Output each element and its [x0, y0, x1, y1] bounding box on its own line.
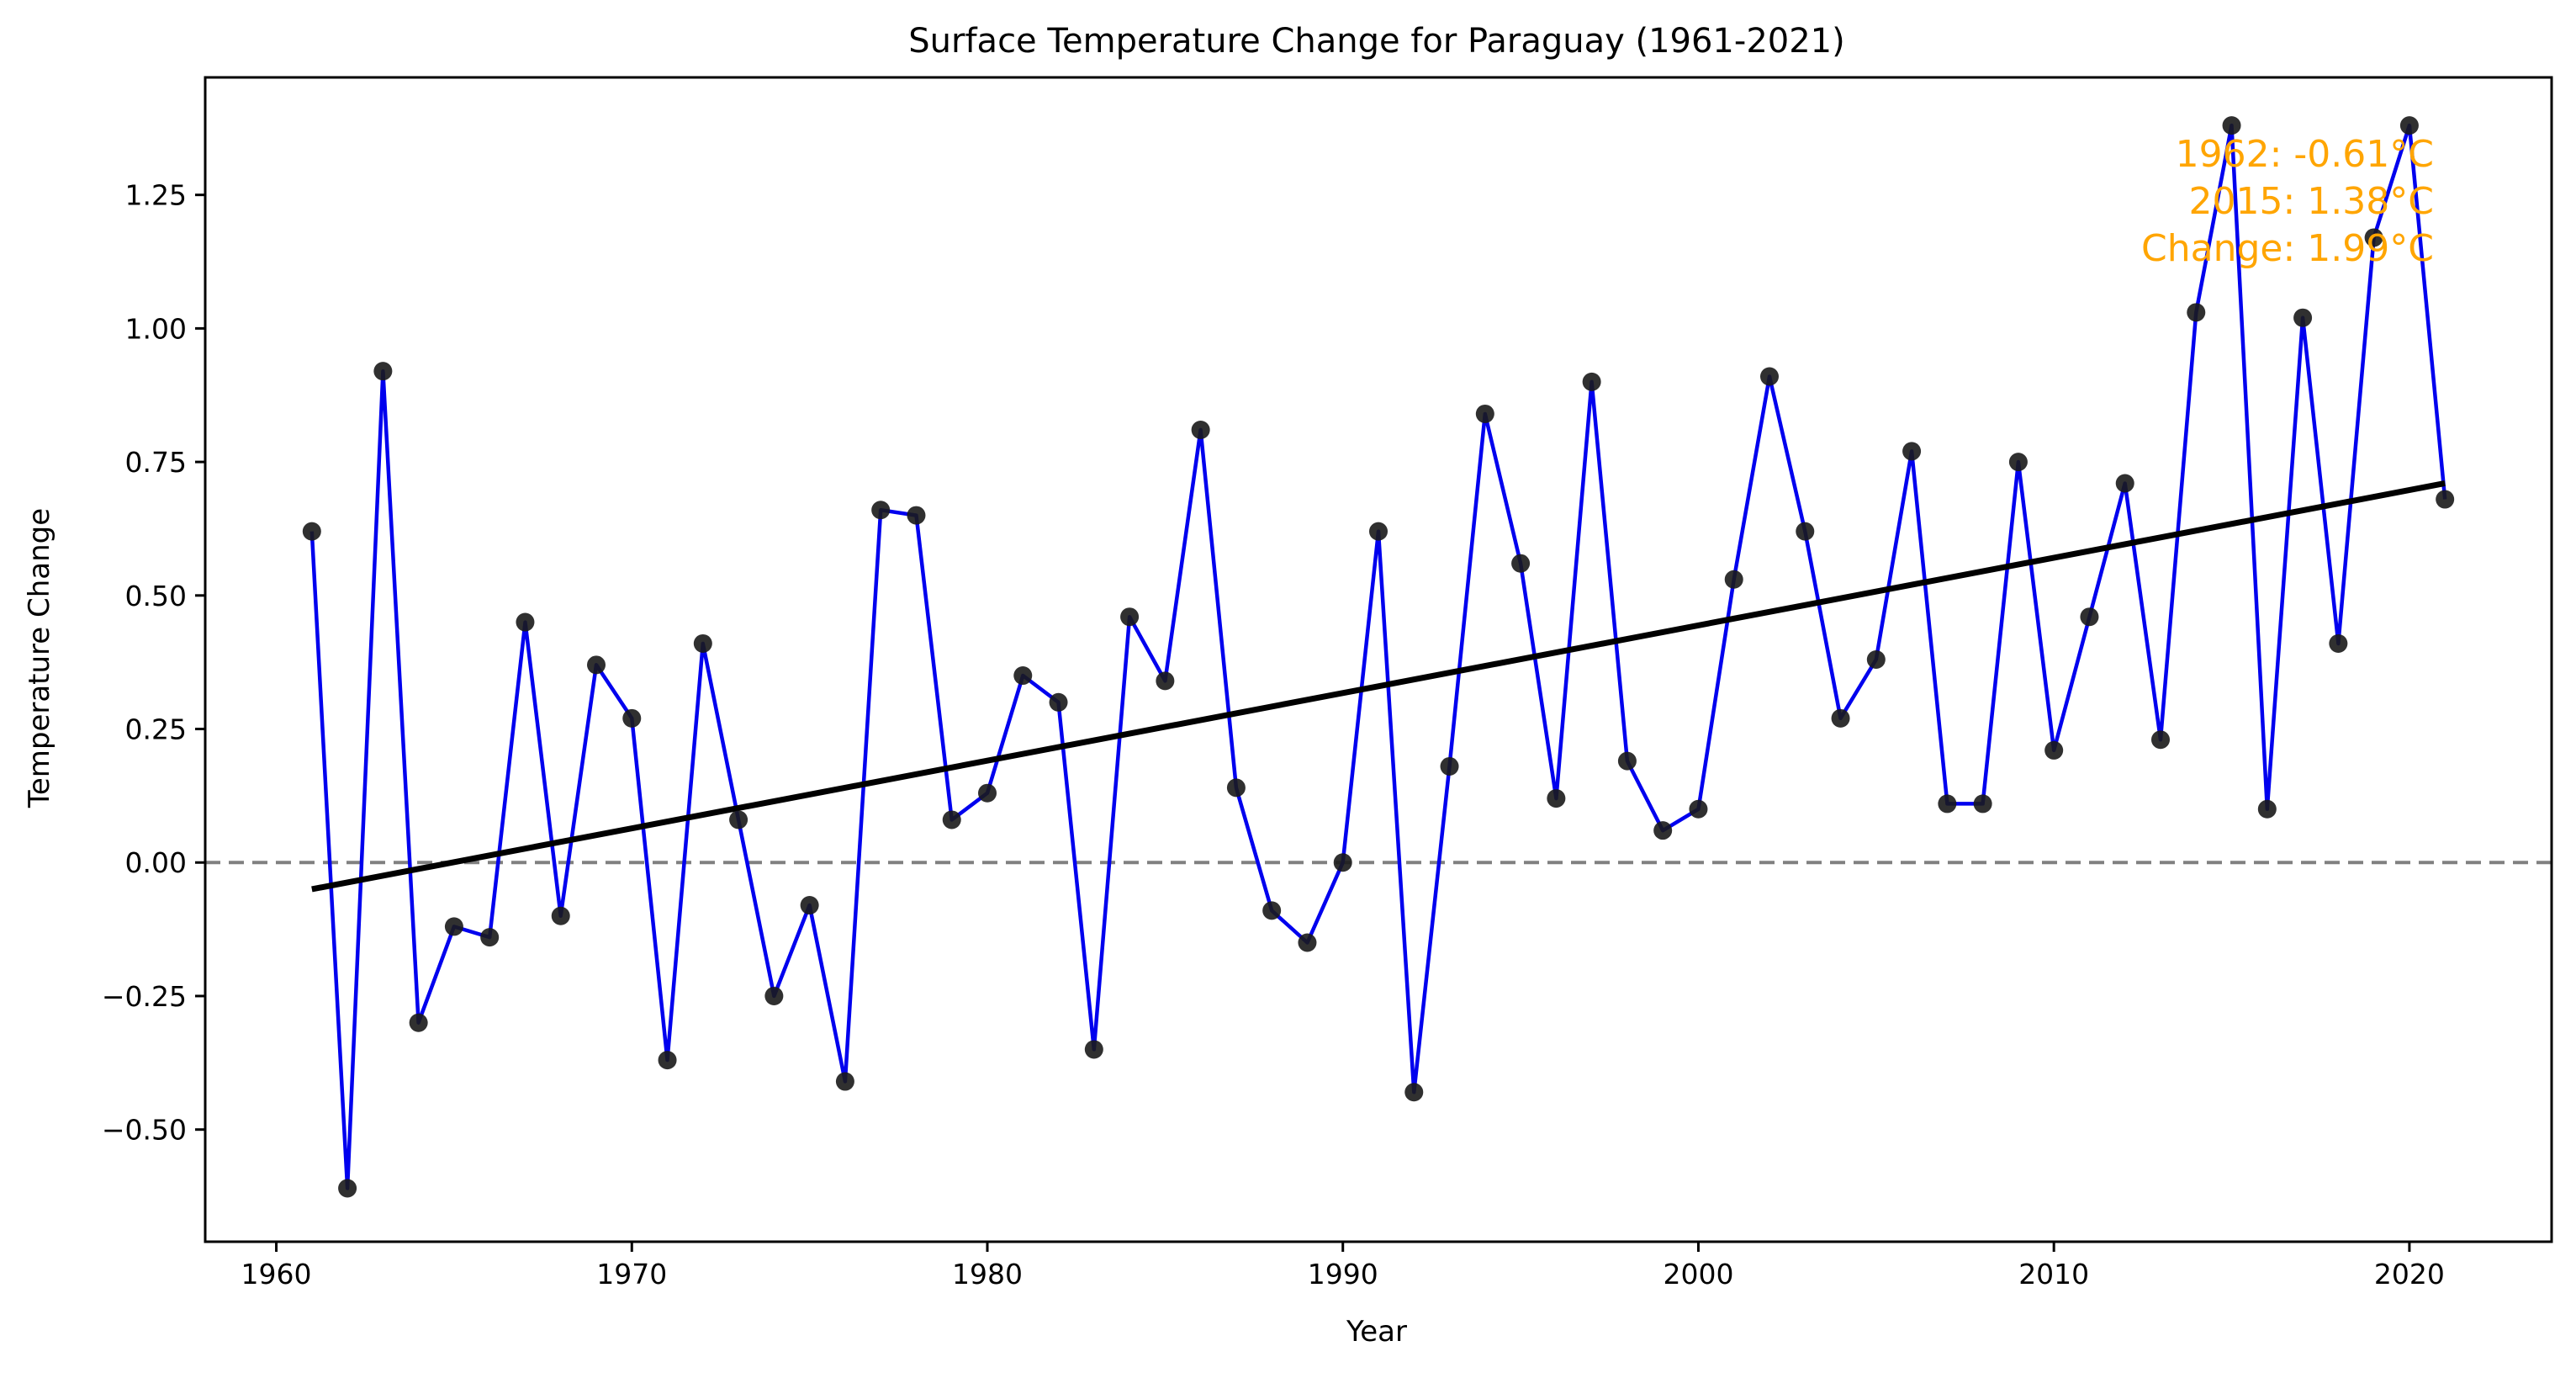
data-point [373, 362, 393, 381]
data-point [693, 633, 712, 653]
data-point [2008, 453, 2028, 472]
data-point [551, 906, 570, 925]
data-point [764, 986, 784, 1005]
y-tick-label: 0.00 [125, 846, 187, 879]
x-tick-label: 2020 [2374, 1258, 2445, 1291]
data-point [835, 1072, 854, 1091]
data-point [1440, 756, 1459, 776]
data-point [409, 1013, 428, 1032]
data-point [800, 896, 819, 915]
data-point [480, 928, 500, 947]
data-point [302, 522, 321, 541]
data-point [2080, 607, 2099, 627]
y-axis-label: Temperature Change [23, 508, 56, 808]
plot-area: 1960 1970 1980 1990 2000 2010 2020 −0.50 −0.25 0.… [102, 76, 2553, 1291]
data-point [1902, 442, 1922, 461]
data-point [2115, 474, 2134, 493]
data-point [2222, 116, 2241, 135]
data-point [1938, 794, 1957, 814]
annotation-line: 2015: 1.38°C [2189, 180, 2434, 223]
data-point [2151, 730, 2170, 750]
x-tick-label: 1960 [241, 1258, 312, 1291]
data-point [1333, 853, 1352, 872]
x-tick-label: 1990 [1308, 1258, 1378, 1291]
data-point [1653, 821, 1673, 840]
data-point [2187, 303, 2206, 322]
annotation-line: Change: 1.99°C [2141, 227, 2434, 270]
y-tick-label: 0.25 [125, 713, 187, 746]
y-tick-label: 1.00 [125, 312, 187, 345]
x-tick-label: 1980 [952, 1258, 1023, 1291]
data-point [622, 708, 642, 728]
data-point [2257, 799, 2277, 819]
data-point [1973, 794, 1992, 814]
data-point [942, 810, 961, 829]
data-point [2364, 228, 2383, 247]
data-point [2399, 116, 2419, 135]
plot-frame [204, 76, 2553, 1243]
y-tick-label: 0.75 [125, 446, 187, 479]
data-point [1689, 799, 1708, 819]
data-point [1369, 522, 1388, 541]
data-point [1724, 570, 1743, 589]
data-point [729, 810, 748, 829]
data-point [2436, 490, 2455, 509]
data-point [1475, 404, 1494, 423]
x-tick-label: 2010 [2018, 1258, 2089, 1291]
data-point [338, 1179, 357, 1198]
data-point [587, 655, 606, 675]
data-point [2293, 308, 2313, 327]
annotation-line: 1962: -0.61°C [2176, 133, 2434, 176]
data-point [907, 506, 926, 525]
data-point [444, 917, 463, 936]
data-point [1547, 789, 1566, 808]
y-tick-label: 0.50 [125, 580, 187, 612]
data-point [1156, 671, 1175, 691]
data-point [1831, 708, 1850, 728]
data-point [1120, 607, 1140, 627]
y-tick-label: −0.50 [102, 1114, 187, 1147]
data-point [1796, 522, 1815, 541]
x-tick-label: 2000 [1663, 1258, 1733, 1291]
data-point [2044, 740, 2064, 760]
data-point [1404, 1083, 1424, 1102]
data-point [516, 612, 535, 632]
y-tick-label: −0.25 [102, 980, 187, 1013]
data-point [978, 783, 997, 803]
data-point [1084, 1040, 1103, 1059]
data-point [1617, 751, 1637, 771]
data-point [1866, 650, 1886, 669]
data-point [1191, 421, 1210, 440]
data-point [1298, 933, 1317, 952]
x-axis-label: Year [1346, 1315, 1407, 1349]
data-point [1511, 554, 1531, 573]
data-point [2329, 633, 2348, 653]
trend-line [311, 480, 2446, 893]
data-point [1013, 666, 1033, 686]
data-point [1582, 372, 1601, 391]
data-point [658, 1051, 677, 1070]
chart-title: Surface Temperature Change for Paraguay … [908, 22, 1844, 61]
data-point [1226, 778, 1246, 798]
y-tick-label: 1.25 [125, 179, 187, 212]
data-point [871, 501, 891, 520]
data-point [1760, 367, 1779, 386]
data-point [1049, 692, 1068, 712]
x-tick-label: 1970 [596, 1258, 667, 1291]
data-point [1262, 901, 1282, 920]
